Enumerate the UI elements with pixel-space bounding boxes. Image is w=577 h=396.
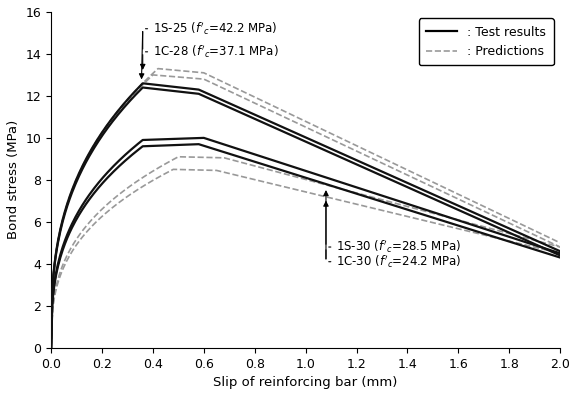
Text: 1S-25 ($f'_c$=42.2 MPa): 1S-25 ($f'_c$=42.2 MPa) <box>153 21 277 37</box>
Text: 1C-28 ($f'_c$=37.1 MPa): 1C-28 ($f'_c$=37.1 MPa) <box>153 44 279 60</box>
Text: 1C-30 ($f'_c$=24.2 MPa): 1C-30 ($f'_c$=24.2 MPa) <box>336 253 461 270</box>
Text: 1S-30 ($f'_c$=28.5 MPa): 1S-30 ($f'_c$=28.5 MPa) <box>336 239 461 255</box>
Y-axis label: Bond stress (MPa): Bond stress (MPa) <box>7 120 20 240</box>
X-axis label: Slip of reinforcing bar (mm): Slip of reinforcing bar (mm) <box>213 376 398 389</box>
Legend: : Test results, : Predictions: : Test results, : Predictions <box>419 18 554 65</box>
